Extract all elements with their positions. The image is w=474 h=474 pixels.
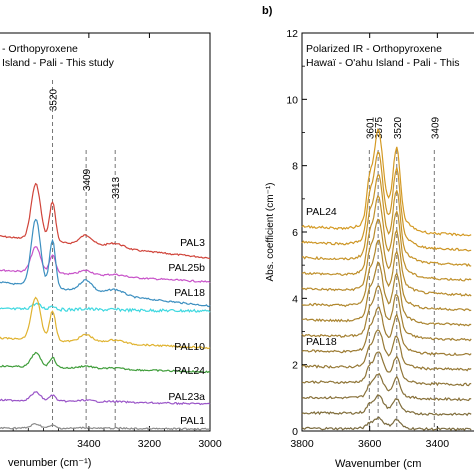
panel-b-ticks: 0 2 4 6 8 10 12 3800 3600 3400	[286, 28, 449, 450]
series-line	[301, 151, 472, 252]
series-line	[301, 351, 472, 387]
series-line	[301, 372, 472, 402]
peak-label: 3409	[430, 116, 441, 139]
panel-b-x-axis-label: Wavenumber (cm	[335, 458, 421, 470]
series-line	[0, 391, 211, 406]
series-line	[0, 218, 211, 308]
series-line	[301, 128, 472, 237]
panel-a-x-axis-label: venumber (cm⁻¹)	[8, 457, 91, 469]
panel-b-title-line-2: Hawaï - O'ahu Island - Pali - This	[306, 57, 460, 69]
series-line	[0, 182, 211, 260]
series-line	[301, 285, 472, 342]
series-line	[301, 416, 472, 432]
series-label: PAL10	[174, 341, 205, 353]
panel-a: 3520 3409 3313 3400 3200 3000 PAL25b PAL3 PAL1…	[0, 32, 222, 469]
series-label: PAL1	[180, 415, 205, 427]
peak-label: 3409	[82, 168, 93, 191]
series-label: PAL18	[174, 287, 205, 299]
x-tick-label: 3800	[290, 438, 314, 450]
series-line	[301, 329, 472, 372]
x-tick-label: 3400	[426, 438, 450, 450]
peak-label: 3313	[111, 176, 122, 199]
panel-a-peak-lines: 3520 3409 3313	[49, 80, 122, 431]
series-label: PAL3	[180, 237, 205, 249]
y-tick-label: 4	[292, 293, 298, 305]
panel-a-title-line-1: - Orthopyroxene	[2, 43, 78, 55]
series-line	[0, 422, 211, 431]
series-line	[301, 394, 472, 417]
y-tick-label: 10	[286, 94, 298, 106]
peak-label: 3575	[374, 116, 385, 139]
y-tick-label: 0	[292, 426, 298, 438]
panel-b-label: b)	[262, 5, 273, 17]
peak-label: 3520	[49, 88, 60, 111]
series-line	[301, 218, 472, 297]
y-tick-label: 12	[286, 28, 298, 40]
series-line	[301, 239, 472, 312]
peak-label: 3601	[365, 116, 376, 139]
x-tick-label: 3000	[198, 438, 222, 450]
x-tick-label: 3400	[77, 438, 101, 450]
panel-a-series: PAL25b PAL3 PAL18 PAL10 PAL24 PAL23a PAL1	[0, 182, 211, 431]
panel-b-series: PAL24 PAL18	[301, 128, 472, 432]
series-line	[301, 194, 472, 282]
series-line	[301, 261, 472, 327]
series-line	[0, 296, 211, 350]
x-tick-label: 3600	[358, 438, 382, 450]
series-line	[302, 174, 472, 268]
panel-b-y-axis-label: Abs. coefficient (cm⁻¹)	[265, 182, 276, 281]
y-tick-label: 2	[292, 360, 298, 372]
series-label: PAL24	[306, 206, 337, 218]
series-line	[0, 246, 211, 284]
series-label: PAL25b	[168, 262, 205, 274]
y-tick-label: 8	[292, 161, 298, 173]
series-label: PAL18	[306, 336, 337, 348]
x-tick-label: 3200	[138, 438, 162, 450]
series-label: PAL24	[174, 365, 205, 377]
series-line	[301, 306, 472, 356]
panel-b-title-line-1: Polarized IR - Orthopyroxene	[306, 43, 442, 55]
series-label: PAL23a	[168, 391, 205, 403]
panel-a-title-line-2: Island - Pali - This study	[2, 57, 115, 69]
peak-label: 3520	[393, 116, 404, 139]
series-line	[0, 351, 211, 374]
y-tick-label: 6	[292, 227, 298, 239]
